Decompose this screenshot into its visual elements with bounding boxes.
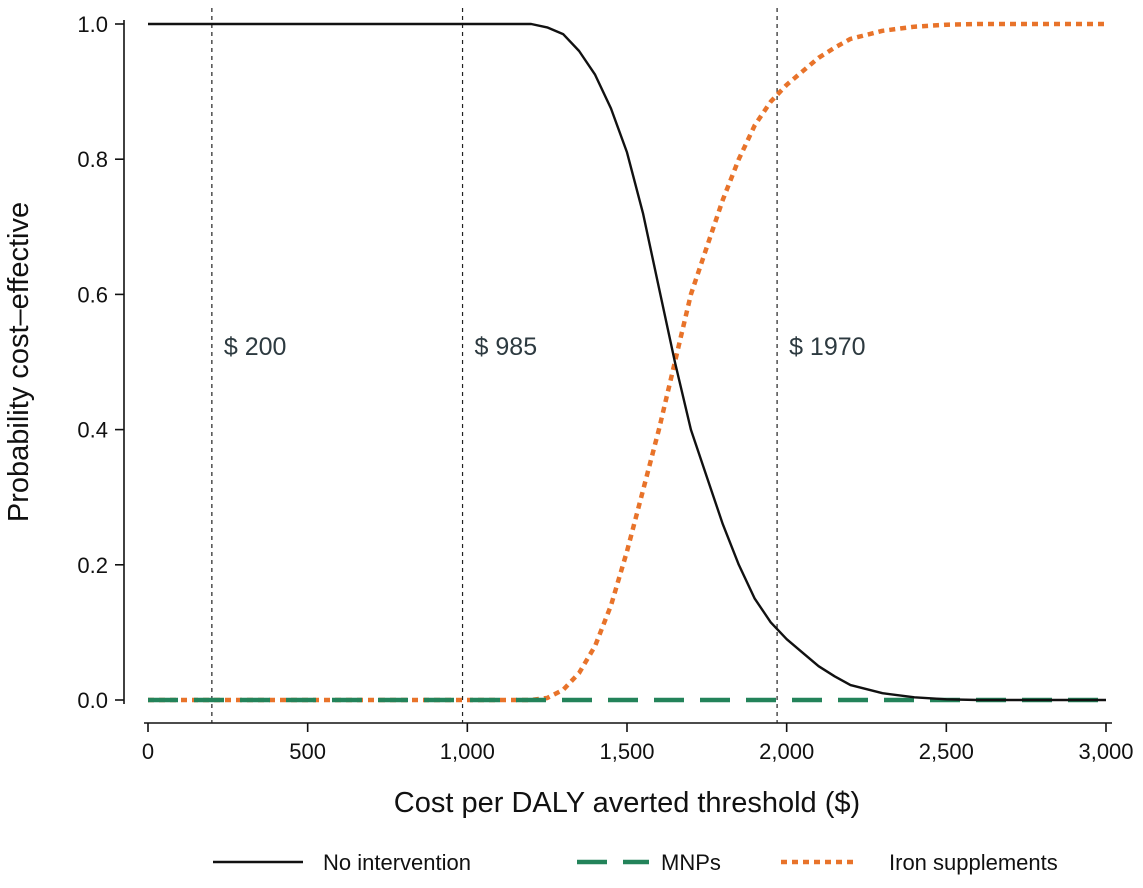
y-tick-label: 0.6 <box>77 282 108 307</box>
reference-line-label: $ 985 <box>475 333 538 361</box>
x-tick-label: 500 <box>289 739 326 764</box>
y-tick-label: 0.0 <box>77 688 108 713</box>
legend-label: Iron supplements <box>889 850 1058 875</box>
x-axis-title: Cost per DALY averted threshold ($) <box>394 787 860 819</box>
reference-line-label: $ 200 <box>224 333 287 361</box>
x-tick-label: 1,500 <box>599 739 654 764</box>
y-tick-label: 0.2 <box>77 553 108 578</box>
y-axis-title: Probability cost–effective <box>3 202 35 522</box>
x-tick-label: 3,000 <box>1078 739 1133 764</box>
y-tick-label: 0.8 <box>77 147 108 172</box>
legend-label: MNPs <box>661 850 721 875</box>
x-tick-label: 2,500 <box>919 739 974 764</box>
reference-lines: $ 200 $ 985 $ 1970 <box>211 8 866 723</box>
series-line-iron-supplements <box>148 21 1106 703</box>
axes: 0.0 0.2 0.4 0.6 0.8 1.0 0 500 1,000 1,500 2,000 2,5… <box>77 12 1133 764</box>
data-series <box>148 21 1106 703</box>
legend: No intervention MNPs Iron supplements <box>213 850 1058 875</box>
legend-label: No intervention <box>323 850 471 875</box>
series-line-no-intervention <box>148 22 1106 702</box>
x-tick-label: 1,000 <box>440 739 495 764</box>
x-tick-label: 0 <box>142 739 154 764</box>
y-tick-label: 1.0 <box>77 12 108 37</box>
x-tick-label: 2,000 <box>759 739 814 764</box>
reference-line-label: $ 1970 <box>789 333 865 361</box>
y-tick-label: 0.4 <box>77 418 108 443</box>
